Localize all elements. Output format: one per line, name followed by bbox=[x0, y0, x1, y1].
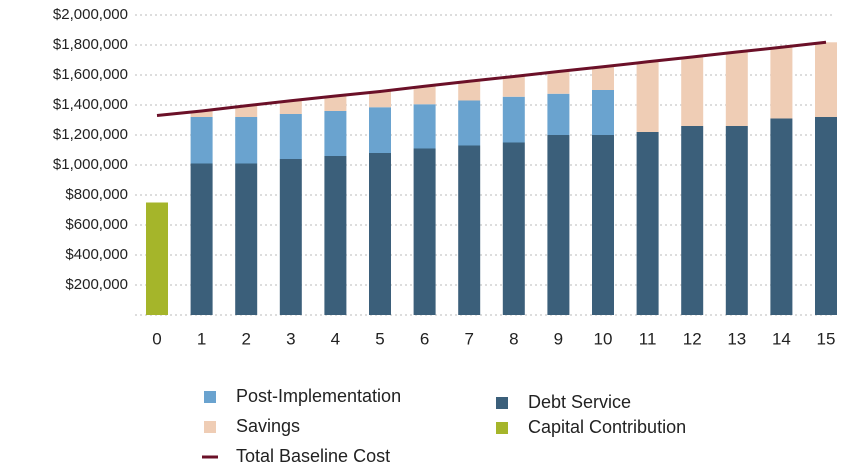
bar-segment bbox=[725, 52, 748, 126]
bar-segment bbox=[592, 90, 614, 135]
y-tick-label: $800,000 bbox=[65, 186, 128, 203]
bar-segment bbox=[279, 100, 302, 114]
y-tick-label: $1,200,000 bbox=[53, 126, 128, 143]
x-tick-label: 14 bbox=[772, 329, 791, 348]
bar-segment bbox=[681, 126, 704, 315]
bar-segment bbox=[458, 100, 481, 146]
bar-segment bbox=[636, 132, 659, 315]
bar-segment bbox=[502, 76, 525, 97]
bar-segment bbox=[547, 93, 570, 135]
bar-segment bbox=[324, 111, 347, 156]
bar-segment bbox=[592, 66, 614, 90]
y-tick-label: $400,000 bbox=[65, 246, 128, 263]
legend-label: Debt Service bbox=[528, 392, 631, 412]
x-tick-label: 11 bbox=[639, 329, 657, 348]
bar-segment bbox=[815, 42, 837, 117]
bar-segment bbox=[369, 153, 391, 315]
bar-segment bbox=[324, 156, 347, 315]
x-tick-label: 3 bbox=[286, 329, 295, 348]
legend-label: Savings bbox=[236, 416, 300, 436]
y-tick-label: $2,000,000 bbox=[53, 6, 128, 23]
y-tick-label: $1,600,000 bbox=[53, 66, 128, 83]
legend-label: Post-Implementation bbox=[236, 386, 401, 406]
bar-segment bbox=[502, 142, 525, 315]
bar-segment bbox=[458, 81, 481, 101]
y-tick-label: $1,400,000 bbox=[53, 96, 128, 113]
bar-segment bbox=[815, 117, 837, 315]
line-series bbox=[156, 40, 827, 117]
x-tick-label: 15 bbox=[817, 329, 836, 348]
bar-segment bbox=[369, 107, 391, 153]
x-tick-label: 13 bbox=[727, 329, 746, 348]
legend-swatch bbox=[496, 397, 508, 409]
bar-segment bbox=[413, 148, 436, 315]
x-tick-label: 0 bbox=[152, 329, 161, 348]
bar-segment bbox=[235, 163, 258, 315]
legend-swatch bbox=[204, 391, 216, 403]
bar-segment bbox=[235, 117, 258, 164]
bar-segment bbox=[413, 86, 436, 105]
bar-segment bbox=[770, 47, 793, 119]
bar-segment bbox=[636, 61, 659, 132]
bar-segment bbox=[725, 126, 748, 315]
bar-segment bbox=[458, 145, 481, 315]
bar-segment bbox=[279, 114, 302, 159]
x-tick-label: 6 bbox=[420, 329, 429, 348]
x-tick-label: 2 bbox=[241, 329, 250, 348]
bar-segment bbox=[592, 135, 614, 315]
bar-segment bbox=[324, 96, 347, 111]
bar-segment bbox=[681, 57, 704, 126]
bar-segment bbox=[235, 105, 258, 117]
legend-label: Capital Contribution bbox=[528, 417, 686, 437]
bar-segment bbox=[547, 71, 570, 94]
bar-segment bbox=[502, 96, 525, 143]
x-tick-label: 7 bbox=[464, 329, 473, 348]
x-tick-label: 1 bbox=[197, 329, 206, 348]
bar-segment bbox=[770, 118, 793, 315]
bar-segment bbox=[369, 91, 391, 108]
y-tick-label: $1,800,000 bbox=[53, 36, 128, 53]
y-tick-label: $600,000 bbox=[65, 216, 128, 233]
x-tick-label: 5 bbox=[375, 329, 384, 348]
legend-label: Total Baseline Cost bbox=[236, 446, 390, 466]
bar-segment bbox=[190, 163, 213, 315]
bar-segment bbox=[190, 111, 213, 117]
y-tick-label: $200,000 bbox=[65, 276, 128, 293]
x-tick-label: 4 bbox=[331, 329, 340, 348]
bar-segment bbox=[146, 202, 168, 315]
bar-segment bbox=[279, 159, 302, 315]
bar-segment bbox=[190, 117, 213, 164]
bar-segment bbox=[413, 104, 436, 149]
bar-segment bbox=[547, 135, 570, 315]
x-tick-label: 12 bbox=[683, 329, 702, 348]
x-tick-label: 10 bbox=[594, 329, 613, 348]
x-tick-label: 8 bbox=[509, 329, 518, 348]
legend-swatch bbox=[496, 422, 508, 434]
legend-swatch bbox=[204, 421, 216, 433]
y-tick-label: $1,000,000 bbox=[53, 156, 128, 173]
x-tick-label: 9 bbox=[554, 329, 563, 348]
